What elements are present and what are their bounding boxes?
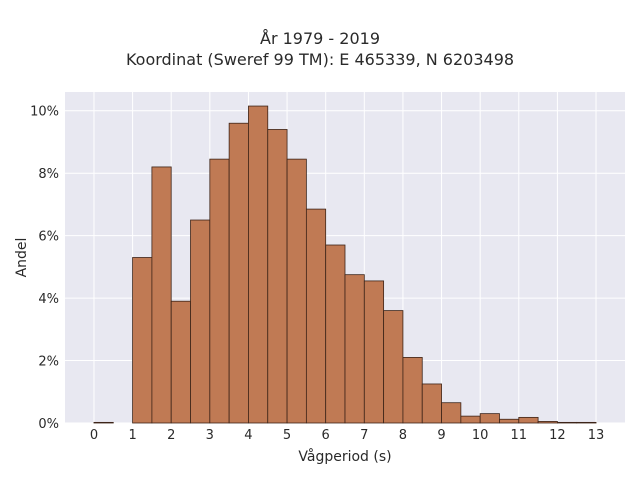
x-tick-label: 13: [588, 428, 605, 443]
histogram-bar: [441, 402, 462, 424]
histogram-bar: [557, 421, 578, 424]
histogram-bar: [479, 413, 500, 424]
x-tick-label: 2: [167, 428, 175, 443]
y-tick-label: 0%: [38, 417, 59, 432]
x-tick-label: 3: [206, 428, 214, 443]
histogram-bar: [228, 122, 249, 424]
y-tick-label: 2%: [38, 355, 59, 370]
histogram-bar: [499, 418, 520, 424]
y-axis-ticks: 0% 2% 4% 6% 8% 10%: [30, 105, 59, 432]
histogram-bar: [190, 219, 211, 424]
histogram-bar: [363, 280, 385, 424]
histogram-bar: [402, 357, 423, 424]
x-tick-label: 11: [511, 428, 528, 443]
x-tick-label: 8: [399, 428, 407, 443]
chart-title: År 1979 - 2019: [260, 29, 380, 48]
histogram-bar: [325, 244, 346, 424]
x-tick-label: 9: [437, 428, 445, 443]
histogram-bar: [383, 310, 404, 424]
histogram-bar: [248, 105, 269, 424]
x-tick-label: 4: [244, 428, 252, 443]
histogram-bar: [93, 421, 114, 424]
histogram-bar: [267, 129, 288, 424]
chart-subtitle: Koordinat (Sweref 99 TM): E 465339, N 62…: [125, 50, 515, 69]
histogram-bar: [576, 421, 597, 424]
y-tick-label: 6%: [38, 230, 59, 245]
y-tick-label: 4%: [38, 292, 59, 307]
y-tick-label: 10%: [30, 105, 59, 120]
x-tick-label: 7: [360, 428, 368, 443]
x-tick-label: 1: [128, 428, 136, 443]
histogram-bar: [170, 300, 191, 424]
histogram-bar: [460, 415, 481, 424]
x-tick-label: 5: [283, 428, 291, 443]
histogram-bar: [305, 208, 327, 424]
histogram-bar: [209, 158, 230, 424]
y-axis-label: Andel: [14, 238, 30, 278]
x-tick-label: 0: [90, 428, 98, 443]
x-tick-label: 6: [322, 428, 330, 443]
bars: [93, 105, 597, 424]
histogram-bar: [344, 274, 365, 424]
histogram-bar: [518, 416, 539, 424]
histogram-bar: [286, 158, 307, 424]
histogram-bar: [537, 421, 558, 424]
histogram-bar: [151, 166, 172, 424]
x-axis-ticks: 0 1 2 3 4 5 6 7 8 9 10 11 12 13: [90, 428, 604, 443]
x-tick-label: 10: [472, 428, 489, 443]
histogram-bar: [421, 383, 442, 424]
histogram-bar: [132, 257, 153, 424]
x-axis-label: Vågperiod (s): [298, 448, 391, 465]
x-tick-label: 12: [549, 428, 566, 443]
y-tick-label: 8%: [38, 167, 59, 182]
